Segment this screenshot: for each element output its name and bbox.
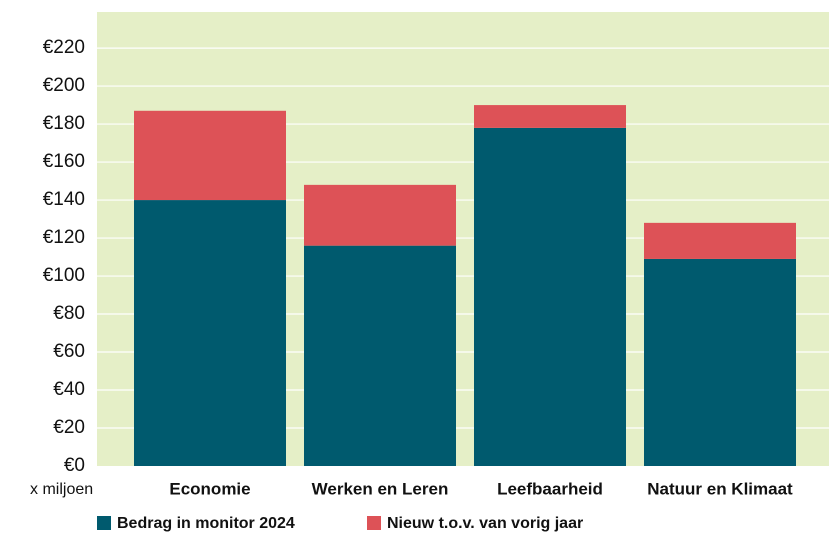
bar-segment [644, 258, 796, 466]
y-tick-label: €220 [43, 37, 85, 58]
x-tick-label: Leefbaarheid [497, 479, 603, 498]
bar-segment [644, 222, 796, 259]
y-tick-label: €80 [53, 303, 85, 324]
bar-segment [474, 105, 626, 128]
x-tick-label: Economie [169, 479, 250, 498]
bar-segment [134, 200, 286, 466]
legend-label: Bedrag in monitor 2024 [117, 515, 295, 532]
bar-segment [304, 245, 456, 466]
y-tick-label: €160 [43, 151, 85, 172]
bar-segment [304, 184, 456, 246]
y-tick-label: €20 [53, 417, 85, 438]
y-unit-label: x miljoen [30, 481, 93, 498]
y-tick-label: €100 [43, 265, 85, 286]
y-tick-label: €180 [43, 113, 85, 134]
bar-segment [134, 110, 286, 201]
y-tick-label: €140 [43, 189, 85, 210]
y-tick-label: €0 [64, 455, 85, 476]
x-tick-label: Werken en Leren [312, 479, 449, 498]
y-tick-label: €120 [43, 227, 85, 248]
bar-segment [474, 127, 626, 466]
legend-label: Nieuw t.o.v. van vorig jaar [387, 515, 583, 532]
y-tick-label: €200 [43, 75, 85, 96]
legend-swatch [367, 516, 381, 530]
y-tick-label: €40 [53, 379, 85, 400]
x-tick-label: Natuur en Klimaat [647, 479, 793, 498]
legend-swatch [97, 516, 111, 530]
y-tick-label: €60 [53, 341, 85, 362]
